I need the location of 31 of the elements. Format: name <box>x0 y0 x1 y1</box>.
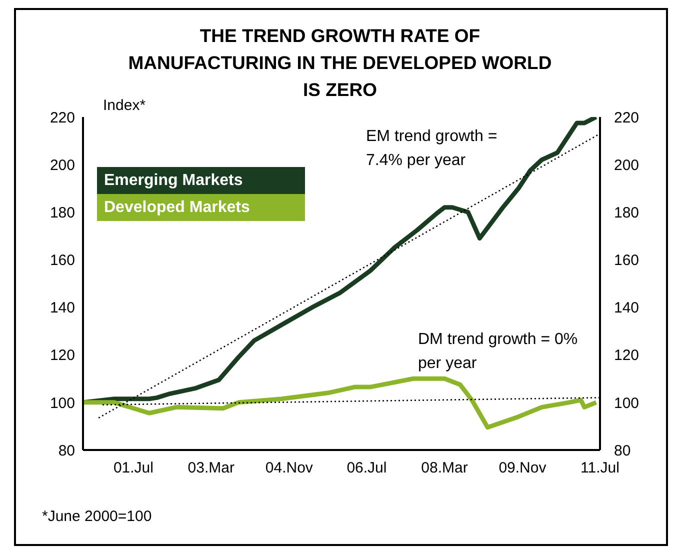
y2-tick-label: 160 <box>614 252 640 270</box>
annotation: EM trend growth = 7.4% per year <box>366 127 498 171</box>
y-tick-label: 140 <box>50 300 75 317</box>
y-tick-label: 80 <box>58 442 75 460</box>
text: *June 2000=100 <box>42 507 153 527</box>
y-tick-label: 220 <box>50 109 75 126</box>
x-tick-label: 03.Mar <box>188 460 234 477</box>
y-tick-label: 180 <box>50 204 75 222</box>
text: Emerging Markets <box>97 167 305 194</box>
x-tick-label: 01.Jul <box>113 460 154 477</box>
y2-tick-label: 200 <box>614 156 640 174</box>
y-tick-label: 200 <box>50 156 75 174</box>
y2-tick-label: 220 <box>614 109 640 126</box>
y-tick-label: 120 <box>50 347 75 364</box>
y2-tick-label: 180 <box>614 204 640 222</box>
x-tick-label: 08.Mar <box>421 460 468 477</box>
y-tick-label: 160 <box>50 252 75 270</box>
x-tick-label: 09.Nov <box>498 460 547 477</box>
x-tick-label: 06.Jul <box>346 460 387 477</box>
chart-title: THE TREND GROWTH RATE OF MANUFACTURING IN THE DEVELOPED WORLD IS ZERO <box>128 25 552 100</box>
line-series <box>83 376 598 430</box>
y-tick-label: 100 <box>50 394 75 412</box>
y2-tick-label: 80 <box>614 442 631 460</box>
text: Developed Markets <box>97 194 305 221</box>
annotation: DM trend growth = 0% per year <box>418 330 579 374</box>
y-axis-title: Index* <box>103 97 146 114</box>
y2-tick-label: 120 <box>614 347 640 364</box>
x-tick-label: 04.Nov <box>265 460 314 477</box>
y2-tick-label: 100 <box>614 394 640 412</box>
x-tick-label: 11.Jul <box>580 460 620 477</box>
y2-tick-label: 140 <box>614 300 640 317</box>
